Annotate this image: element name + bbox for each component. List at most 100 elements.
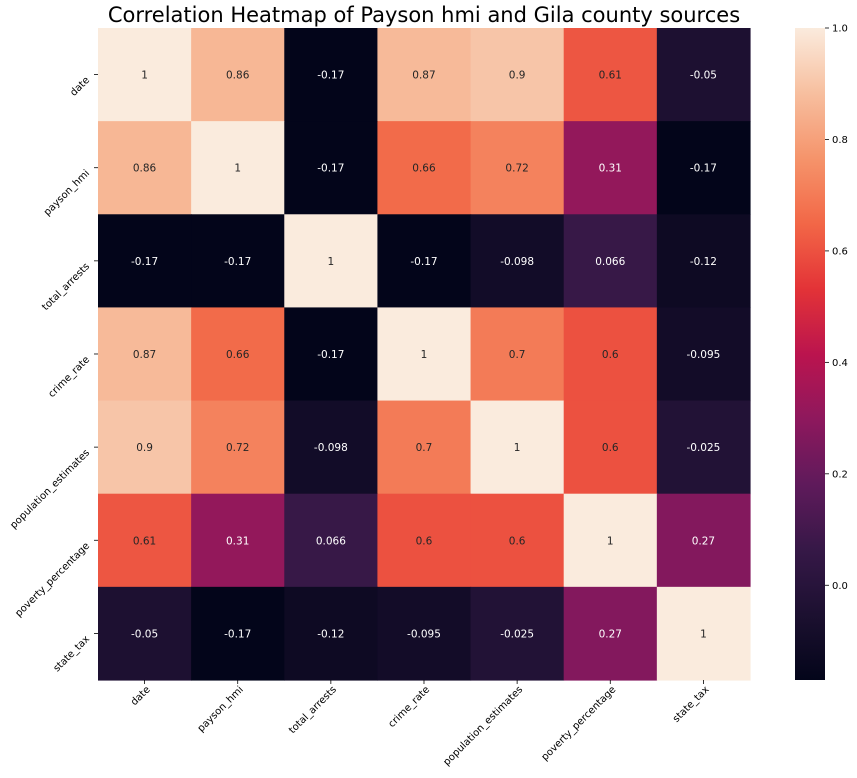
y-tick-label: total_arrests xyxy=(40,261,92,313)
colorbar: 0.0 0.2 0.4 0.6 0.8 1.0 xyxy=(795,24,848,680)
heatmap-cell xyxy=(191,214,285,309)
colorbar-tick-label: 0.4 xyxy=(832,358,848,369)
heatmap-cell xyxy=(563,121,658,215)
chart-title: Correlation Heatmap of Payson hmi and Gi… xyxy=(107,3,741,27)
heatmap-cell xyxy=(98,400,192,495)
heatmap-cell xyxy=(470,586,565,681)
cell-value-label: -0.098 xyxy=(500,256,534,268)
cell-value-label: -0.12 xyxy=(317,628,344,640)
heatmap-cell xyxy=(563,307,658,402)
heatmap-cell xyxy=(284,307,379,402)
cell-value-label: 0.9 xyxy=(136,442,153,454)
y-tick-label: crime_rate xyxy=(46,354,92,400)
heatmap-cell xyxy=(377,307,472,402)
heatmap-cell xyxy=(284,493,379,588)
x-tick-label: payson_hmi xyxy=(196,684,246,734)
cell-value-label: -0.17 xyxy=(690,163,717,175)
heatmap-cell xyxy=(284,214,379,309)
heatmap-cell xyxy=(656,121,751,215)
cell-value-label: -0.098 xyxy=(314,442,348,454)
colorbar-tick-label: 0.0 xyxy=(832,581,848,592)
heatmap-cell xyxy=(656,493,751,588)
heatmap-cell xyxy=(284,121,379,215)
heatmap-cell xyxy=(191,307,285,402)
x-tick-label: date xyxy=(129,684,153,708)
x-tick-label: population_estimates xyxy=(442,684,526,768)
colorbar-tick-label: 0.2 xyxy=(832,469,848,480)
heatmap-cell xyxy=(377,121,472,215)
cell-value-label: 0.7 xyxy=(416,442,433,454)
heatmap-cell xyxy=(563,493,658,588)
cell-value-label: 0.6 xyxy=(416,535,433,547)
heatmap-cell xyxy=(98,28,192,122)
heatmap-cell xyxy=(377,400,472,495)
heatmap-cell xyxy=(191,28,285,122)
cell-value-label: -0.17 xyxy=(317,70,344,82)
colorbar-tick-label: 0.8 xyxy=(832,135,848,146)
heatmap-cell xyxy=(470,121,565,215)
cell-value-label: 0.72 xyxy=(226,442,249,454)
cell-value-label: 0.87 xyxy=(133,349,156,361)
cell-value-label: 1 xyxy=(421,349,428,361)
cell-value-label: 1 xyxy=(141,70,148,82)
colorbar-tick-label: 0.6 xyxy=(832,246,848,257)
cell-value-label: 1 xyxy=(700,628,707,640)
heatmap-cell xyxy=(656,28,751,122)
heatmap-cells: 1 0.86 -0.17 0.87 0.9 0.61 -0.050.86 1 -0.17 0.66… xyxy=(98,28,751,681)
heatmap-cell xyxy=(98,121,192,215)
cell-value-label: 0.066 xyxy=(316,535,346,547)
y-tick-label: population_estimates xyxy=(8,447,92,531)
cell-value-label: 0.31 xyxy=(226,535,249,547)
cell-value-label: 0.9 xyxy=(509,70,526,82)
cell-value-label: 1 xyxy=(234,163,241,175)
cell-value-label: 0.87 xyxy=(412,70,435,82)
heatmap-cell xyxy=(377,214,472,309)
x-tick-label: crime_rate xyxy=(386,684,432,730)
cell-value-label: 0.61 xyxy=(133,535,156,547)
heatmap-cell xyxy=(563,400,658,495)
cell-value-label: -0.095 xyxy=(407,628,441,640)
colorbar-gradient xyxy=(795,28,825,680)
y-tick-label: state_tax xyxy=(52,634,93,675)
heatmap-cell xyxy=(98,214,192,309)
heatmap-cell xyxy=(563,214,658,309)
heatmap-cell xyxy=(656,214,751,309)
cell-value-label: 0.61 xyxy=(599,70,622,82)
cell-value-label: -0.025 xyxy=(686,442,720,454)
cell-value-label: 0.31 xyxy=(599,163,622,175)
colorbar-tick-label: 1.0 xyxy=(832,24,848,35)
cell-value-label: -0.05 xyxy=(131,628,158,640)
cell-value-label: -0.17 xyxy=(317,349,344,361)
cell-value-label: -0.17 xyxy=(224,628,251,640)
cell-value-label: 0.86 xyxy=(133,163,157,175)
heatmap-cell xyxy=(98,493,192,588)
heatmap-cell xyxy=(191,586,285,681)
heatmap-cell xyxy=(656,400,751,495)
cell-value-label: -0.17 xyxy=(131,256,158,268)
heatmap-cell xyxy=(563,586,658,681)
heatmap-cell xyxy=(656,307,751,402)
cell-value-label: 0.6 xyxy=(602,349,619,361)
y-tick-label: date xyxy=(68,75,92,99)
x-tick-label: total_arrests xyxy=(287,684,339,736)
cell-value-label: 1 xyxy=(607,535,614,547)
heatmap-cell xyxy=(284,400,379,495)
y-tick-labels: date payson_hmi total_arrests crime_ratepop… xyxy=(8,74,98,675)
cell-value-label: -0.095 xyxy=(686,349,720,361)
heatmap-cell xyxy=(98,586,192,681)
heatmap-cell xyxy=(377,586,472,681)
heatmap-cell xyxy=(284,586,379,681)
heatmap-cell xyxy=(191,121,285,215)
heatmap-cell xyxy=(470,28,565,122)
cell-value-label: -0.12 xyxy=(690,256,717,268)
heatmap-cell xyxy=(470,493,565,588)
heatmap-cell xyxy=(470,400,565,495)
heatmap-cell xyxy=(377,493,472,588)
cell-value-label: 1 xyxy=(514,442,521,454)
heatmap-cell xyxy=(377,28,472,122)
y-tick-label: payson_hmi xyxy=(42,168,92,218)
cell-value-label: 0.066 xyxy=(595,256,625,268)
cell-value-label: 0.6 xyxy=(509,535,526,547)
x-tick-labels: date payson_hmi total_arrests crime_rate pop… xyxy=(129,679,712,768)
